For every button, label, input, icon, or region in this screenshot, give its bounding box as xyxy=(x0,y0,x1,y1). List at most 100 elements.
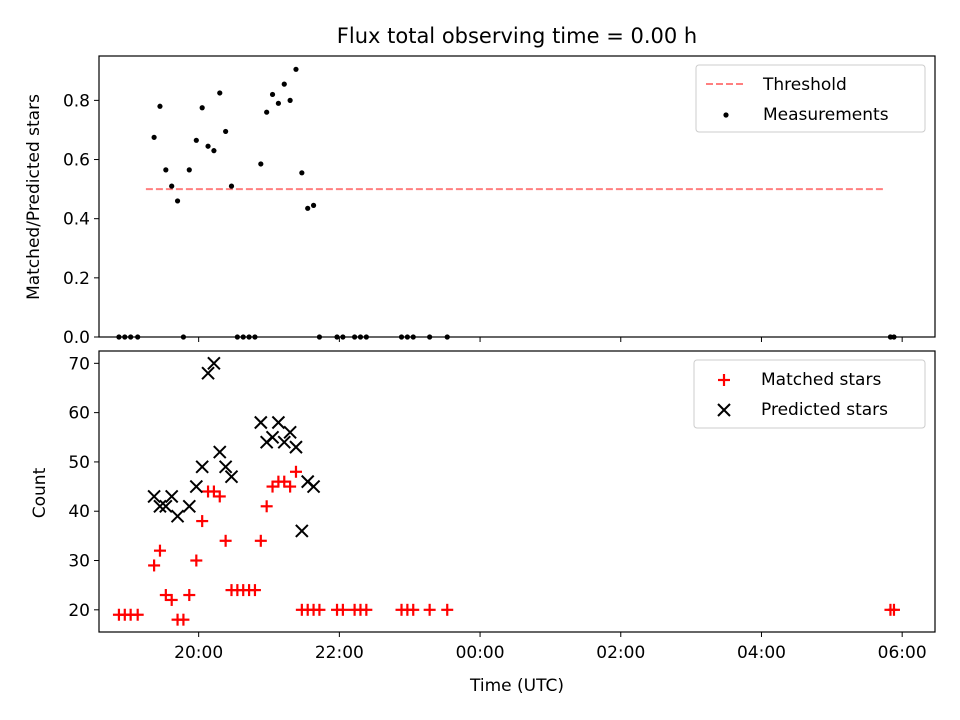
matched-stars-point xyxy=(183,589,196,602)
measurement-point xyxy=(169,183,175,189)
top-axes-frame xyxy=(98,55,936,338)
matched-stars-legend-swatch xyxy=(718,374,730,386)
measurement-point xyxy=(287,97,293,103)
top-panel: Flux total observing time = 0.00 h Match… xyxy=(24,24,936,348)
matched-stars-point xyxy=(441,603,454,616)
matched-stars-point xyxy=(254,534,267,547)
measurement-point xyxy=(217,90,223,96)
top-plot-area xyxy=(116,66,897,340)
predicted-stars-point xyxy=(159,499,173,513)
matched-stars-point xyxy=(131,608,144,621)
measurement-point xyxy=(163,167,169,173)
measurement-point xyxy=(228,183,235,189)
x-tick-label: 04:00 xyxy=(737,643,786,663)
predicted-stars-point xyxy=(289,440,303,454)
matched-stars-point xyxy=(190,554,203,567)
measurement-point xyxy=(281,81,287,87)
measurement-point xyxy=(269,91,276,98)
matched-stars-point xyxy=(219,534,232,547)
bottom-x-axis-label: Time (UTC) xyxy=(469,676,564,696)
measurement-point xyxy=(305,205,311,211)
measurement-point xyxy=(186,167,192,173)
measurement-point xyxy=(258,161,264,167)
matched-stars-point xyxy=(887,603,900,616)
matched-stars-point xyxy=(289,465,302,478)
matched-stars-point xyxy=(248,584,261,597)
predicted-stars-point xyxy=(170,509,185,523)
measurement-point xyxy=(223,128,229,135)
top-y-tick-label: 0.6 xyxy=(63,151,90,171)
top-y-tick-label: 0.8 xyxy=(63,91,90,111)
matched-stars-point xyxy=(165,593,178,606)
top-y-axis-label: Matched/Predicted stars xyxy=(24,94,44,300)
predicted-stars-point xyxy=(224,470,239,484)
predicted-stars-point xyxy=(182,499,196,513)
matched-stars-point xyxy=(196,515,209,528)
matched-stars-point xyxy=(260,500,273,513)
bottom-plot-area xyxy=(112,356,900,626)
bottom-y-tick-label: 60 xyxy=(68,404,90,424)
bottom-y-tick-label: 50 xyxy=(68,453,90,473)
predicted-stars-point xyxy=(277,435,291,449)
threshold-legend-label: Threshold xyxy=(762,75,847,95)
predicted-stars-point xyxy=(265,430,280,444)
predicted-stars-point xyxy=(213,445,227,459)
predicted-stars-point xyxy=(201,366,215,380)
measurement-point xyxy=(193,137,199,143)
measurement-point xyxy=(299,170,305,176)
matched-stars-point xyxy=(360,603,373,616)
top-y-tick-label: 0.0 xyxy=(63,328,90,348)
bottom-y-tick-label: 40 xyxy=(68,502,90,522)
matched-stars-point xyxy=(213,490,226,503)
matched-stars-point xyxy=(407,603,420,616)
matched-stars-legend-label: Matched stars xyxy=(761,370,881,390)
x-tick-label: 00:00 xyxy=(456,643,505,663)
measurements-legend-swatch xyxy=(723,112,729,118)
measurement-point xyxy=(205,143,211,149)
predicted-stars-point xyxy=(306,479,321,494)
matched-stars-point xyxy=(177,613,190,626)
predicted-stars-legend-label: Predicted stars xyxy=(761,400,888,420)
matched-stars-point xyxy=(284,480,297,493)
predicted-stars-point xyxy=(254,415,268,430)
matched-stars-point xyxy=(153,544,166,557)
measurement-point xyxy=(157,103,163,109)
predicted-stars-point xyxy=(283,425,297,440)
matched-stars-point xyxy=(148,559,161,572)
matched-stars-point xyxy=(313,603,326,616)
bottom-x-ticks: 20:00 22:00 00:00 02:00 04:00 06:00 xyxy=(174,632,927,663)
predicted-stars-point xyxy=(164,489,179,504)
bottom-y-tick-label: 30 xyxy=(68,552,90,572)
measurement-point xyxy=(293,66,299,72)
predicted-stars-point xyxy=(189,479,204,494)
bottom-axes-frame xyxy=(98,350,936,633)
bottom-y-axis-label: Count xyxy=(30,467,50,518)
measurement-point xyxy=(264,109,270,115)
measurement-point xyxy=(151,134,157,140)
top-x-ticks xyxy=(198,337,903,342)
x-tick-label: 22:00 xyxy=(315,643,364,663)
bottom-y-tick-label: 70 xyxy=(68,354,90,374)
top-legend: Threshold Measurements xyxy=(695,64,926,133)
x-tick-label: 06:00 xyxy=(878,643,927,663)
measurement-point xyxy=(174,198,181,204)
predicted-stars-legend-swatch xyxy=(717,403,731,417)
predicted-stars-point xyxy=(207,356,221,371)
top-y-tick-label: 0.4 xyxy=(63,210,90,230)
predicted-stars-point xyxy=(195,460,209,474)
measurement-point xyxy=(199,105,205,111)
x-tick-label: 20:00 xyxy=(174,643,223,663)
predicted-stars-point xyxy=(218,460,233,474)
bottom-y-tick-label: 20 xyxy=(68,601,90,621)
measurement-point xyxy=(275,100,281,106)
measurement-point xyxy=(310,202,317,208)
predicted-stars-point xyxy=(147,489,161,504)
predicted-stars-point xyxy=(153,499,167,513)
predicted-stars-point xyxy=(271,415,286,430)
top-y-tick-label: 0.2 xyxy=(63,269,90,289)
top-y-ticks: 0.0 0.2 0.4 0.6 0.8 xyxy=(63,91,99,348)
bottom-panel: Count Time (UTC) 20 30 40 50 60 70 20:00 22:00… xyxy=(30,350,936,696)
bottom-y-ticks: 20 30 40 50 60 70 xyxy=(68,354,99,621)
measurement-point xyxy=(211,148,217,154)
